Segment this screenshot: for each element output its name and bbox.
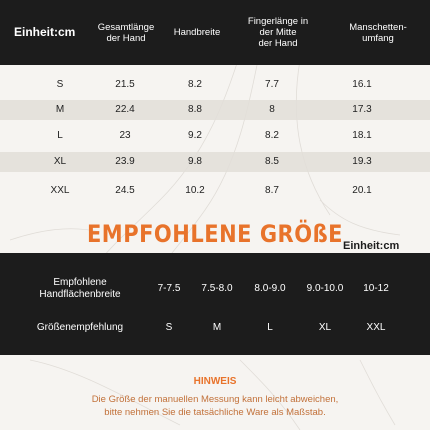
header-cuff-circumference: Manschetten- umfang bbox=[349, 21, 407, 44]
recommended-size-value: S bbox=[165, 322, 173, 333]
table-row: XXL 24.5 10.2 8.7 20.1 bbox=[0, 181, 430, 201]
total-length-cell: 23.9 bbox=[115, 156, 135, 167]
finger-length-cell: 7.7 bbox=[265, 79, 279, 90]
size-cell: XXL bbox=[50, 185, 70, 196]
hand-width-cell: 8.8 bbox=[188, 104, 202, 115]
palm-width-value: 9.0-10.0 bbox=[306, 283, 344, 294]
hand-width-cell: 9.2 bbox=[188, 130, 202, 141]
palm-width-label: Empfohlene Handflächenbreite bbox=[39, 277, 121, 300]
size-recommendation-label: Größenempfehlung bbox=[36, 322, 124, 333]
palm-width-value: 7.5-8.0 bbox=[201, 283, 233, 294]
cuff-cell: 17.3 bbox=[352, 104, 372, 115]
total-length-cell: 23 bbox=[119, 130, 131, 141]
table-row: XL 23.9 9.8 8.5 19.3 bbox=[0, 152, 430, 172]
palm-width-value: 8.0-9.0 bbox=[254, 283, 286, 294]
recommendation-unit-label: Einheit:cm bbox=[343, 240, 400, 252]
size-cell: S bbox=[56, 79, 64, 90]
table-row: S 21.5 8.2 7.7 16.1 bbox=[0, 75, 430, 95]
cuff-cell: 19.3 bbox=[352, 156, 372, 167]
table-row: L 23 9.2 8.2 18.1 bbox=[0, 126, 430, 146]
finger-length-cell: 8 bbox=[269, 104, 275, 115]
header-hand-width: Handbreite bbox=[173, 27, 221, 38]
recommended-size-value: M bbox=[212, 322, 222, 333]
total-length-cell: 22.4 bbox=[115, 104, 135, 115]
total-length-cell: 21.5 bbox=[115, 79, 135, 90]
size-cell: L bbox=[57, 130, 63, 141]
size-table-header: Einheit:cm Gesamtlänge der Hand Handbrei… bbox=[0, 0, 430, 65]
hand-width-cell: 10.2 bbox=[185, 185, 205, 196]
palm-width-value: 7-7.5 bbox=[157, 283, 181, 294]
unit-label: Einheit:cm bbox=[14, 25, 76, 39]
finger-length-cell: 8.5 bbox=[265, 156, 279, 167]
hand-width-cell: 9.8 bbox=[188, 156, 202, 167]
palm-width-value: 10-12 bbox=[363, 283, 389, 294]
table-row: M 22.4 8.8 8 17.3 bbox=[0, 100, 430, 120]
recommended-size-title: EMPFOHLENE GRÖßE bbox=[86, 220, 344, 248]
finger-length-cell: 8.2 bbox=[265, 130, 279, 141]
recommended-size-value: XXL bbox=[366, 322, 386, 333]
size-cell: XL bbox=[53, 156, 67, 167]
recommended-size-value: L bbox=[267, 322, 273, 333]
finger-length-cell: 8.7 bbox=[265, 185, 279, 196]
total-length-cell: 24.5 bbox=[115, 185, 135, 196]
note-title: HINWEIS bbox=[193, 376, 237, 387]
cuff-cell: 20.1 bbox=[352, 185, 372, 196]
recommended-size-value: XL bbox=[318, 322, 332, 333]
size-cell: M bbox=[55, 104, 65, 115]
note-text: Die Größe der manuellen Messung kann lei… bbox=[91, 394, 339, 418]
recommendation-panel: Empfohlene Handflächenbreite 7-7.5 7.5-8… bbox=[0, 253, 430, 355]
cuff-cell: 18.1 bbox=[352, 130, 372, 141]
header-total-length: Gesamtlänge der Hand bbox=[97, 21, 155, 44]
hand-width-cell: 8.2 bbox=[188, 79, 202, 90]
cuff-cell: 16.1 bbox=[352, 79, 372, 90]
header-finger-length: Fingerlänge in der Mitte der Hand bbox=[247, 16, 309, 49]
